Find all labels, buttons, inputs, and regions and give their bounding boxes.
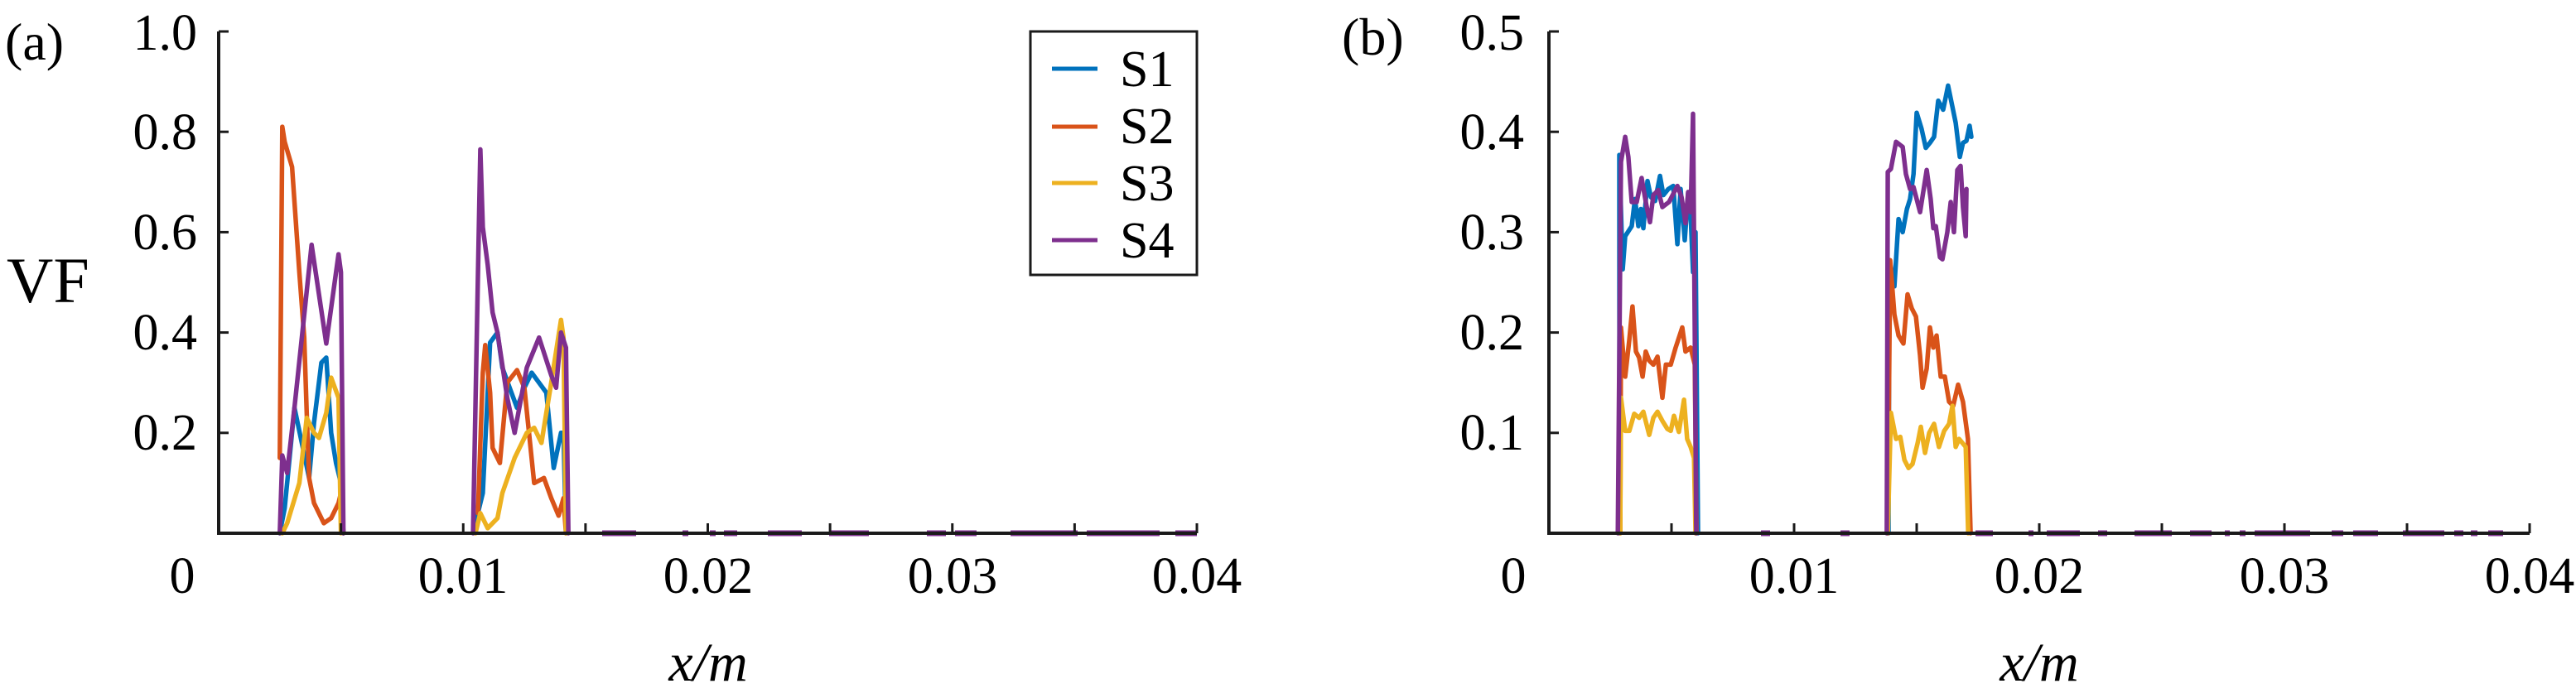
x-tick-label: 0.03 [2240, 548, 2330, 604]
y-tick-label: 0.4 [1460, 104, 1525, 161]
panel-b: (b) 0.1 0.2 0.3 0.4 0.5 0 0.01 0.02 0.03… [1342, 5, 2574, 693]
y-axis-title-a: VF [7, 244, 89, 316]
y-tick-label: 1.0 [133, 5, 198, 61]
series-line-s4 [470, 147, 571, 536]
x-tick-labels-b: 0 0.01 0.02 0.03 0.04 [1501, 548, 2575, 604]
x-tick-label: 0.04 [2485, 548, 2575, 604]
series-line-s2 [1885, 258, 1973, 536]
series-line-s3 [280, 375, 344, 536]
series-line-s4 [277, 242, 346, 536]
series-line-s3 [473, 317, 569, 536]
series-line-s2 [277, 124, 346, 536]
y-tick-label: 0.5 [1460, 5, 1525, 61]
ticks-a [217, 30, 1199, 533]
legend-item-s1: S1 [1052, 41, 1174, 98]
series-line-s4 [1615, 111, 1699, 536]
legend-label-s3: S3 [1120, 156, 1174, 212]
y-tick-labels-b: 0.1 0.2 0.3 0.4 0.5 [1460, 5, 1525, 461]
plot-area-b [1615, 83, 2503, 537]
legend-label-s1: S1 [1120, 41, 1174, 98]
y-tick-label: 0.8 [133, 104, 198, 161]
y-tick-label: 0.4 [133, 305, 198, 361]
series-line-s2 [475, 343, 569, 536]
x-axis-title-b: x/m [1999, 633, 2078, 693]
series-line-s2 [1618, 304, 1699, 536]
x-tick-label: 0.02 [1995, 548, 2085, 604]
panel-label-a: (a) [5, 12, 64, 71]
x-tick-label: 0.03 [908, 548, 998, 604]
panel-label-b: (b) [1342, 7, 1404, 66]
y-tick-label: 0.6 [133, 205, 198, 261]
x-tick-label: 0 [1501, 548, 1527, 604]
legend: S1 S2 S3 S4 [1029, 30, 1199, 277]
series-line-s1 [1886, 83, 1974, 536]
y-tick-label: 0.2 [133, 405, 198, 461]
x-axis-title-a: x/m [668, 633, 747, 693]
legend-label-s4: S4 [1120, 213, 1174, 269]
y-tick-label: 0.3 [1460, 205, 1525, 261]
legend-item-s4: S4 [1052, 213, 1174, 269]
x-tick-labels-a: 0 0.01 0.02 0.03 0.04 [170, 548, 1242, 604]
x-tick-label: 0 [170, 548, 195, 604]
x-tick-label: 0.04 [1152, 548, 1242, 604]
x-tick-label: 0.02 [663, 548, 754, 604]
x-tick-label: 0.01 [1749, 548, 1840, 604]
legend-box [1029, 30, 1199, 277]
y-tick-label: 0.1 [1460, 405, 1525, 461]
series-line-s3 [1885, 403, 1971, 536]
legend-label-s2: S2 [1120, 99, 1174, 155]
y-tick-label: 0.2 [1460, 305, 1525, 361]
series-line-s3 [1618, 395, 1698, 536]
y-tick-labels-a: 0.2 0.4 0.6 0.8 1.0 [133, 5, 198, 461]
legend-item-s2: S2 [1052, 99, 1174, 155]
series-line-s4 [1884, 139, 1969, 536]
x-tick-label: 0.01 [418, 548, 509, 604]
panel-a: (a) VF 0.2 0.4 0.6 0.8 1.0 0 0.01 0.02 0… [5, 5, 1242, 693]
ticks-b [1547, 30, 2531, 533]
legend-item-s3: S3 [1052, 156, 1174, 212]
